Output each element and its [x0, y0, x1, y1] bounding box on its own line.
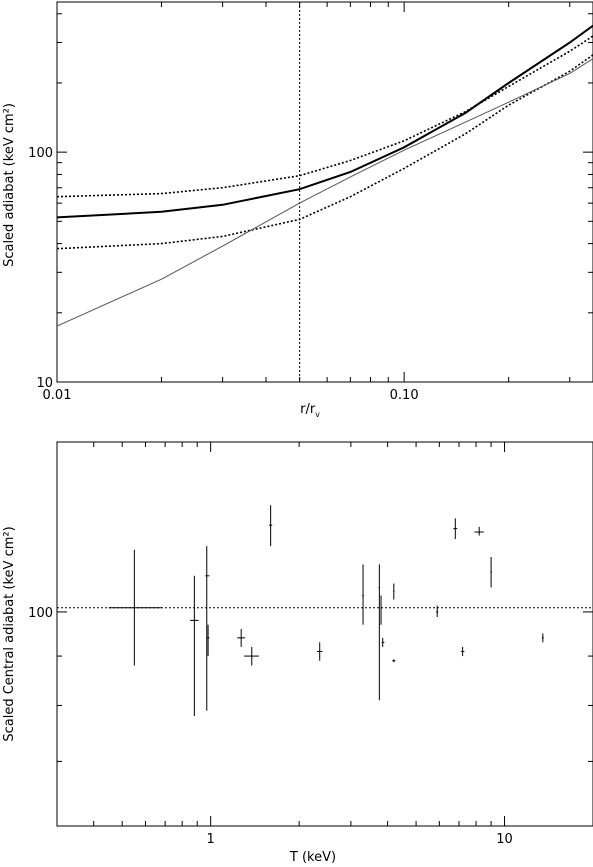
bottom-x-tick-label: 1 — [207, 832, 215, 847]
top-series-solid-thick — [56, 24, 593, 219]
bottom-chart-panel: 1 10 100 T (keV) Scaled Central adiabat (k… — [2, 441, 593, 865]
bottom-plot-area: 1 10 100 — [28, 441, 593, 847]
bottom-y-tick-label: 100 — [28, 606, 53, 621]
bottom-x-axis-label: T (keV) — [289, 850, 336, 865]
bottom-x-tick-label: 10 — [496, 832, 513, 847]
top-series-thin-gray — [56, 58, 593, 327]
top-chart-panel: 0.01 0.10 10 100 r/rv Scaled adiabat (keV c… — [2, 1, 593, 419]
top-plot-area: 0.01 0.10 10 100 — [28, 1, 593, 403]
top-y-tick-label: 10 — [36, 376, 53, 391]
top-x-tick-label: 0.01 — [43, 388, 72, 403]
bottom-y-axis-label: Scaled Central adiabat (keV cm²) — [2, 526, 17, 741]
top-x-tick-label: 0.10 — [390, 388, 419, 403]
top-plot-frame — [56, 1, 593, 383]
top-y-axis-label: Scaled adiabat (keV cm²) — [2, 103, 17, 267]
top-y-tick-label: 100 — [28, 146, 53, 161]
top-x-axis-label-subscript: v — [315, 410, 320, 419]
top-x-axis-label: r/rv — [300, 402, 320, 419]
bottom-plot-frame — [56, 441, 593, 827]
top-series-dotted-upper — [56, 35, 593, 198]
